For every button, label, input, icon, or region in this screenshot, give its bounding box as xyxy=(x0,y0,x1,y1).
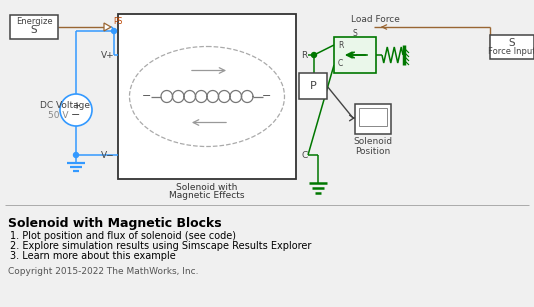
Text: C: C xyxy=(301,150,307,160)
Text: S: S xyxy=(352,29,357,37)
Bar xyxy=(490,35,534,59)
Text: Copyright 2015-2022 The MathWorks, Inc.: Copyright 2015-2022 The MathWorks, Inc. xyxy=(8,267,199,276)
Bar xyxy=(355,104,391,134)
Text: −: − xyxy=(262,91,272,102)
Text: 3. Learn more about this example: 3. Learn more about this example xyxy=(10,251,176,261)
Bar xyxy=(118,14,296,179)
Text: PS: PS xyxy=(113,17,122,26)
Text: 2. Explore simulation results using Simscape Results Explorer: 2. Explore simulation results using Sims… xyxy=(10,241,311,251)
Text: Force Input: Force Input xyxy=(488,48,534,56)
Text: 1. Plot position and flux of solenoid (see code): 1. Plot position and flux of solenoid (s… xyxy=(10,231,236,241)
Text: S: S xyxy=(509,38,515,48)
Text: Solenoid with Magnetic Blocks: Solenoid with Magnetic Blocks xyxy=(8,217,222,230)
Text: S: S xyxy=(30,25,37,35)
Text: V−: V− xyxy=(101,150,115,160)
Text: Magnetic Effects: Magnetic Effects xyxy=(169,192,245,200)
Bar xyxy=(299,73,327,99)
Circle shape xyxy=(74,153,78,157)
Text: DC Voltage: DC Voltage xyxy=(40,100,90,110)
Bar xyxy=(334,37,376,73)
Text: Energize: Energize xyxy=(15,17,52,25)
Polygon shape xyxy=(104,23,111,31)
Text: V+: V+ xyxy=(101,50,115,60)
Text: R: R xyxy=(301,50,307,60)
Text: Load Force: Load Force xyxy=(350,14,399,24)
Text: −: − xyxy=(143,91,152,102)
Text: C: C xyxy=(338,59,343,68)
Text: Solenoid: Solenoid xyxy=(354,138,392,146)
Bar xyxy=(10,15,58,39)
Circle shape xyxy=(112,29,116,33)
Text: R: R xyxy=(338,41,343,49)
Text: P: P xyxy=(310,81,316,91)
Text: 50 V: 50 V xyxy=(48,111,68,121)
Text: Position: Position xyxy=(355,146,391,156)
Text: +: + xyxy=(72,101,80,111)
Bar xyxy=(359,108,387,126)
Circle shape xyxy=(311,52,317,57)
Text: −: − xyxy=(72,110,81,120)
Circle shape xyxy=(60,94,92,126)
Text: Solenoid with: Solenoid with xyxy=(176,182,238,192)
